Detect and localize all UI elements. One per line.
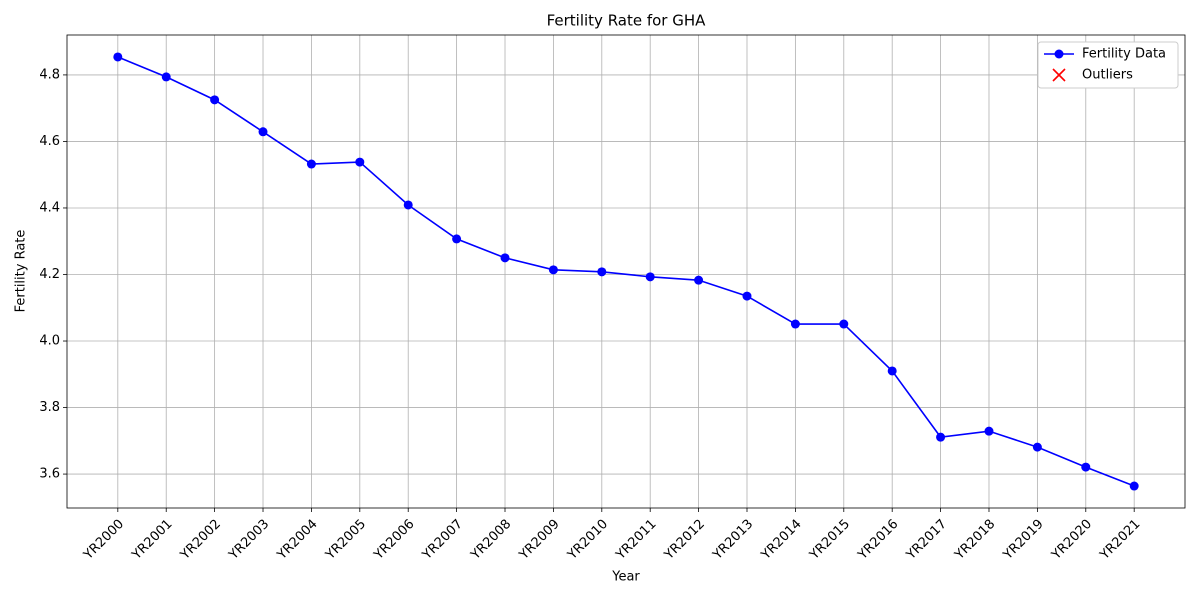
marker	[258, 127, 268, 137]
marker	[839, 319, 849, 329]
chart-title: Fertility Rate for GHA	[547, 12, 707, 30]
x-tick-label: YR2020	[1048, 517, 1095, 564]
x-tick-label: YR2011	[613, 517, 660, 564]
marker	[1032, 442, 1042, 452]
x-tick-label: YR2003	[226, 517, 273, 564]
marker	[645, 272, 655, 282]
marker	[1081, 462, 1091, 472]
y-tick-label: 4.0	[39, 334, 60, 349]
y-tick-label: 4.6	[39, 134, 60, 149]
x-tick-label: YR2008	[468, 517, 515, 564]
marker	[597, 267, 607, 277]
marker	[887, 366, 897, 376]
x-tick-label: YR2021	[1097, 517, 1144, 564]
marker	[742, 291, 752, 301]
marker	[306, 159, 316, 169]
x-tick-label: YR2010	[564, 517, 611, 564]
marker	[1129, 481, 1139, 491]
x-tick-label: YR2002	[177, 517, 224, 564]
marker	[984, 426, 994, 436]
y-axis-label: Fertility Rate	[14, 230, 29, 313]
marker	[790, 319, 800, 329]
x-tick-label: YR2000	[80, 517, 127, 564]
x-tick-label: YR2005	[322, 517, 369, 564]
y-tick-label: 4.2	[39, 267, 60, 282]
y-tick-label: 4.4	[39, 200, 60, 215]
marker	[1054, 49, 1064, 59]
y-tick-label: 3.6	[39, 467, 60, 482]
x-tick-label: YR2019	[1000, 517, 1047, 564]
x-tick-label: YR2012	[661, 517, 708, 564]
x-tick-label: YR2013	[710, 517, 757, 564]
marker	[113, 52, 123, 62]
line	[117, 56, 1135, 487]
y-tick-label: 4.8	[39, 67, 60, 82]
marker	[161, 72, 171, 82]
x-tick-label: YR2006	[371, 517, 418, 564]
x-axis-label: Year	[611, 570, 640, 585]
y-tick-label: 3.8	[39, 400, 60, 415]
x-tick-label: YR2018	[952, 517, 999, 564]
x-tick-label: YR2009	[516, 517, 563, 564]
plot-frame	[66, 34, 1186, 509]
marker	[936, 432, 946, 442]
x-tick-label: YR2016	[855, 517, 902, 564]
marker	[548, 265, 558, 275]
marker	[355, 157, 365, 167]
marker	[694, 275, 704, 285]
x-tick-label: YR2014	[758, 517, 805, 564]
x-tick-label: YR2001	[129, 517, 176, 564]
x-tick-label: YR2004	[274, 517, 321, 564]
marker	[452, 234, 462, 244]
x-tick-label: YR2017	[903, 517, 950, 564]
legend: Fertility Data Outliers	[1037, 41, 1179, 89]
x-tick-label: YR2015	[806, 517, 853, 564]
marker	[500, 253, 510, 263]
legend-label: Fertility Data	[1082, 47, 1166, 62]
x-tick-label: YR2007	[419, 517, 466, 564]
marker	[210, 95, 220, 105]
legend-label: Outliers	[1082, 68, 1133, 83]
marker	[1052, 68, 1066, 82]
marker	[403, 200, 413, 210]
